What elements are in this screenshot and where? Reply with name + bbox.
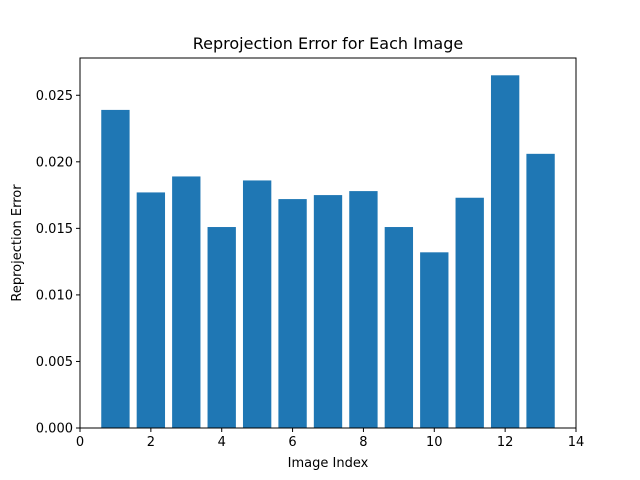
y-axis-ticks: 0.000 0.005 0.010 0.015 0.020 0.025 bbox=[36, 89, 80, 437]
bar-image-4 bbox=[207, 227, 236, 428]
x-axis-ticks: 0 2 4 6 8 10 12 14 bbox=[76, 428, 584, 450]
bar-image-10 bbox=[420, 252, 449, 428]
x-tick-label: 6 bbox=[288, 435, 296, 450]
x-tick-label: 0 bbox=[76, 435, 84, 450]
chart-title: Reprojection Error for Each Image bbox=[193, 34, 463, 53]
bars-group bbox=[101, 75, 555, 429]
x-tick-label: 14 bbox=[568, 435, 585, 450]
bar-image-5 bbox=[242, 180, 272, 428]
bar-image-6 bbox=[278, 199, 307, 428]
y-tick-label: 0.005 bbox=[36, 355, 73, 370]
bar-image-3 bbox=[172, 176, 201, 428]
bar-image-7 bbox=[313, 195, 343, 428]
bar-image-9 bbox=[384, 227, 414, 428]
bar-image-13 bbox=[526, 153, 555, 428]
x-tick-label: 2 bbox=[147, 435, 155, 450]
y-axis-label: Reprojection Error bbox=[10, 184, 25, 302]
bar-image-2 bbox=[136, 192, 166, 428]
bar-image-12 bbox=[490, 75, 520, 428]
x-axis-label: Image Index bbox=[288, 456, 369, 471]
x-tick-label: 10 bbox=[426, 435, 443, 450]
x-tick-label: 8 bbox=[359, 435, 367, 450]
bar-image-8 bbox=[349, 191, 378, 428]
y-tick-label: 0.010 bbox=[36, 288, 73, 303]
y-tick-label: 0.020 bbox=[36, 155, 73, 170]
x-tick-label: 12 bbox=[497, 435, 514, 450]
y-tick-label: 0.015 bbox=[36, 222, 73, 237]
y-tick-label: 0.000 bbox=[36, 422, 73, 437]
y-tick-label: 0.025 bbox=[36, 89, 73, 104]
x-tick-label: 4 bbox=[218, 435, 226, 450]
bar-image-11 bbox=[455, 197, 484, 428]
plot-frame bbox=[79, 57, 577, 429]
bar-image-1 bbox=[101, 109, 130, 429]
